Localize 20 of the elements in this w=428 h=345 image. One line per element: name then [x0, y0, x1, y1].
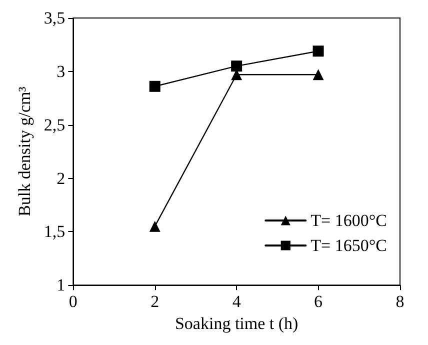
y-tick-label: 1: [56, 276, 66, 295]
x-tick-label: 0: [68, 292, 78, 312]
y-tick-label: 2,5: [44, 115, 66, 134]
legend-label: T= 1650°C: [310, 236, 387, 255]
y-tick-label: 2: [56, 168, 66, 188]
y-axis-title: Bulk density g/cm³: [15, 86, 34, 216]
point: [312, 46, 324, 57]
x-tick-label: 2: [150, 292, 160, 312]
legend-label: T= 1600°C: [310, 211, 387, 230]
x-tick-label: 6: [314, 292, 323, 312]
x-tick-label: 4: [232, 292, 242, 312]
y-tick-label: 3: [56, 62, 66, 81]
point: [149, 80, 160, 92]
x-axis-title: Soaking time t (h): [174, 314, 298, 333]
y-tick-label: 3,5: [44, 8, 66, 28]
point: [312, 69, 324, 80]
point: [231, 60, 242, 72]
point: [149, 220, 160, 232]
y-tick-label: 1,5: [44, 222, 66, 242]
x-tick-label: 8: [396, 292, 404, 312]
